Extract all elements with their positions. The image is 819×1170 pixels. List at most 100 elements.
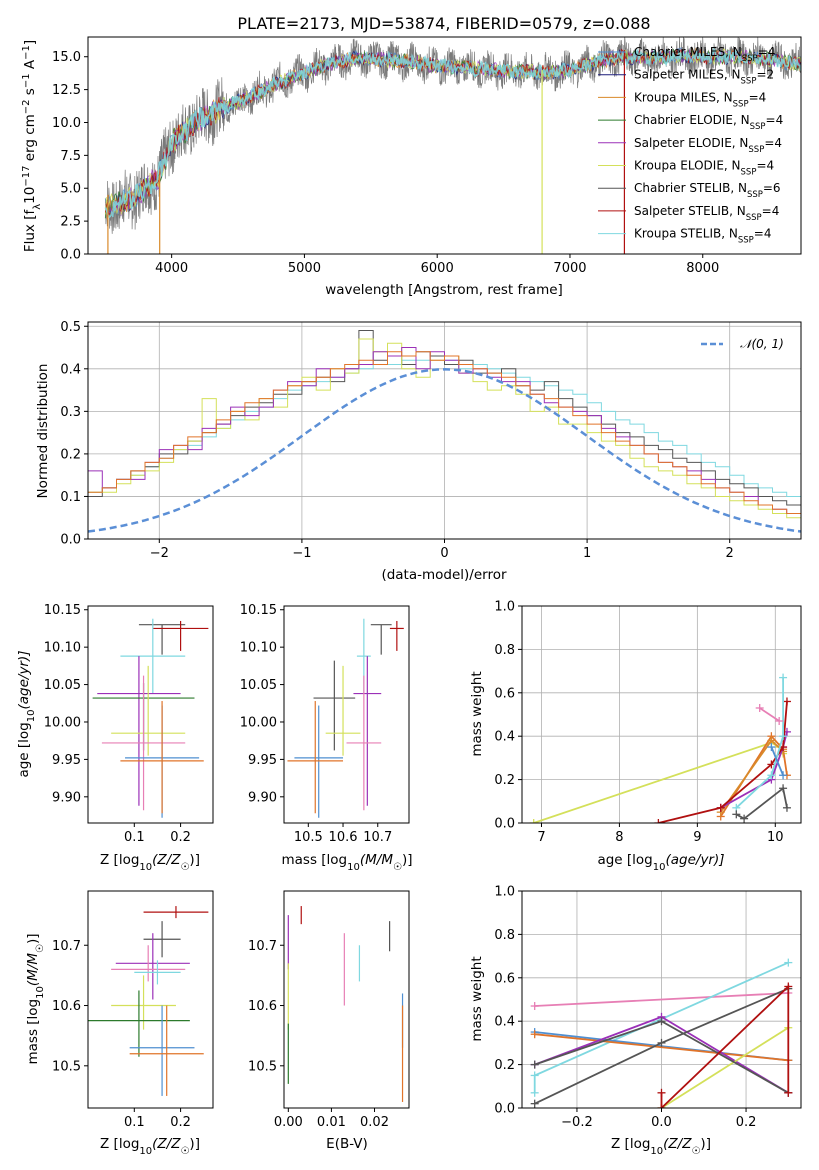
weight-line [534,992,789,1007]
xlabel-age: age [log [597,852,652,868]
xlabel-mass-close: )] [402,852,413,868]
weight-series [732,673,788,812]
weight-series [657,982,793,1108]
x-tick-label: 7 [537,830,545,845]
y-tick-label: 9.90 [248,790,277,805]
xlabel-z2-sub10: 10 [139,1146,152,1157]
ylabel-part-lambda: λ [32,204,43,210]
ylabel-mass-sub10: 10 [35,986,46,999]
xlabel-z3-sub10: 10 [650,1146,663,1157]
y-tick-label: 0.5 [60,320,81,335]
legend-label: Salpeter STELIB, NSSP=4 [634,204,779,223]
y-tick-label: 10.05 [44,678,81,693]
x-tick-label: 0.2 [170,830,191,845]
xlabel-age-sub10: 10 [653,862,666,873]
xlabel-z2: Z [log [100,1136,139,1152]
y-tick-label: 10.15 [240,603,277,618]
x-tick-label: 0.0 [651,1115,672,1130]
spectrum-plot-area [104,37,801,254]
legend-label-suffix: =4 [764,136,782,150]
errorbar-point [120,618,186,694]
legend-label-sub: SSP [741,168,757,178]
errorbar-point [370,624,392,655]
y-tick-label: 9.95 [248,753,277,768]
xlabel-z3-close: )] [700,1136,711,1152]
legend-label-suffix: =4 [749,90,767,104]
y-tick-label: 0.0 [60,533,81,548]
spectrum-xlabel: wavelength [Angstrom, rest frame] [325,282,563,298]
legend-label-suffix: =4 [758,45,776,59]
y-tick-label: 0.2 [494,1058,515,1073]
y-tick-label: 10.0 [52,116,81,131]
y-tick-label: 2.5 [60,215,81,230]
errorbar-point [101,675,186,811]
ylabel-mass-ratio: (M/M [25,953,41,986]
age-vs-z-ticks: 0.1 0.2 9.90 9.95 10.00 10.05 10.10 10.15 [44,603,191,845]
age-vs-mass-axes-frame [283,605,410,824]
ylabel-part-exp17: −17 [21,166,32,187]
mass-vs-z-panel: 0.1 0.210.510.610.7 Z [log10(Z/Z☉)] mass … [25,890,214,1157]
ylabel-part-close: ] [22,40,38,45]
y-tick-label: 0.1 [60,490,81,505]
x-tick-label: −2 [150,546,169,561]
legend-label-main: Salpeter MILES, N [634,68,741,82]
errorbar-point [88,990,190,1057]
xlabel-mass-sub10: 10 [347,862,360,873]
legend-label-sub: SSP [741,77,757,87]
errorbar-point [287,701,344,814]
weight-series [530,958,793,1097]
weight-line [759,707,780,722]
y-tick-label: 12.5 [52,83,81,98]
errorbar-point [111,665,186,756]
x-tick-label: 10 [767,830,784,845]
legend-label-sub: SSP [747,190,763,200]
ylabel-part-a: A [22,59,38,73]
y-tick-label: 0.6 [494,971,515,986]
x-tick-label: 9 [693,830,701,845]
y-tick-label: 9.95 [52,753,81,768]
legend-label-main: Kroupa STELIB, N [634,227,738,241]
legend-label-sub: SSP [750,122,766,132]
xlabel-z3-ratio: (Z/Z [663,1136,692,1152]
age-vs-z-panel: 0.1 0.2 9.90 9.95 10.00 10.05 10.10 10.15 Z [lo… [16,603,214,873]
ylabel-part-ten: 10 [22,187,38,204]
mass-vs-ebv-xlabel: E(B-V) [326,1136,368,1152]
weight-vs-age-ylabel: mass weight [469,671,485,756]
spectrum-panel: PLATE=2173, MJD=53874, FIBERID=0579, z=0… [21,14,802,298]
mass-vs-z-axes-frame [87,890,214,1109]
weight-series [654,697,791,823]
x-tick-label: 7000 [553,261,586,276]
x-tick-label: 4000 [155,261,188,276]
y-tick-label: 10.00 [240,715,277,730]
errorbar-point [152,620,209,651]
y-tick-label: 9.90 [52,790,81,805]
y-tick-label: 0.2 [494,773,515,788]
residual-histogram [88,338,801,519]
y-tick-label: 5.0 [60,182,81,197]
residuals-panel: −2 −1 0 1 2 0.0 0.1 0.2 0.3 0.4 0.5 (data-model)/e… [35,320,802,583]
errorbar-point [129,1005,204,1096]
x-tick-label: 10.6 [329,830,358,845]
x-tick-label: 0.1 [124,830,145,845]
y-tick-label: 7.5 [60,149,81,164]
ylabel-mass-close: )] [25,933,41,944]
ylabel-part-flux: Flux [f [22,209,38,253]
legend-label: Kroupa STELIB, NSSP=4 [634,227,772,246]
xlabel-mass: mass [log [281,852,347,868]
legend-label-sub: SSP [738,236,754,246]
errorbar-point [346,675,382,811]
errorbar-point [120,701,204,814]
y-tick-label: 10.7 [52,939,81,954]
normal-curve-legend-label: 𝒩(0, 1) [740,337,784,351]
weight-vs-age-plot-area [529,673,791,823]
legend-label-suffix: =6 [763,181,781,195]
residuals-legend: 𝒩(0, 1) [701,337,784,351]
y-tick-label: 0.8 [494,643,515,658]
xlabel-z-sun: ☉ [180,862,189,873]
xlabel-z3: Z [log [611,1136,650,1152]
y-tick-label: 1.0 [494,885,515,900]
legend-label-main: Kroupa MILES, N [634,90,733,104]
legend-label: Salpeter MILES, NSSP=2 [634,68,774,87]
xlabel-mass-sun: ☉ [393,862,402,873]
